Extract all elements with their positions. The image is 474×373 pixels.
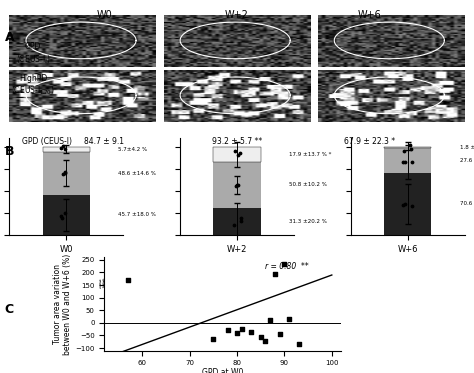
Point	[59, 171, 66, 177]
Text: HighPD
(CEUS-I$_{170}$): HighPD (CEUS-I$_{170}$)	[11, 74, 55, 97]
Point	[281, 261, 288, 267]
Text: C: C	[5, 303, 14, 316]
Text: GPD
(CEUS-I$_t$): GPD (CEUS-I$_t$)	[16, 43, 51, 66]
Point	[276, 331, 283, 337]
Point	[57, 145, 65, 151]
Text: W+2: W+2	[225, 10, 249, 20]
Text: 70.6 ±22.9 % *: 70.6 ±22.9 % *	[460, 201, 474, 207]
Bar	[384, 173, 431, 235]
Text: 50.8 ±10.2 %: 50.8 ±10.2 %	[289, 182, 327, 188]
Text: 45.7 ±18.0 %: 45.7 ±18.0 %	[118, 213, 156, 217]
Point	[407, 147, 415, 153]
Point	[224, 327, 231, 333]
Point	[262, 338, 269, 344]
Bar	[43, 195, 90, 235]
Text: 5.7±4.2 %: 5.7±4.2 %	[118, 147, 147, 152]
Point	[237, 218, 245, 224]
Point	[124, 277, 132, 283]
Point	[210, 336, 217, 342]
Text: //: //	[98, 278, 106, 289]
Point	[247, 329, 255, 335]
Text: r = 0.80  **: r = 0.80 **	[265, 262, 309, 271]
Text: 27.6 ±21.0 % *: 27.6 ±21.0 % *	[460, 158, 474, 163]
Text: 31.3 ±20.2 %: 31.3 ±20.2 %	[289, 219, 327, 224]
Point	[400, 159, 407, 165]
Point	[257, 334, 264, 340]
Point	[285, 316, 293, 322]
Bar	[384, 148, 431, 173]
Point	[235, 152, 242, 158]
Text: W0: W0	[96, 10, 112, 20]
Text: 48.6 ±14.6 %: 48.6 ±14.6 %	[118, 171, 156, 176]
Point	[234, 182, 241, 188]
Point	[57, 213, 64, 219]
Bar	[213, 163, 261, 207]
Point	[408, 203, 415, 209]
Point	[233, 330, 241, 336]
Point	[401, 159, 409, 165]
Point	[59, 144, 67, 150]
Bar	[213, 147, 261, 163]
Bar	[213, 207, 261, 235]
Point	[231, 148, 238, 154]
X-axis label: GPD at W0
(CEUS-I): GPD at W0 (CEUS-I)	[202, 368, 244, 373]
Text: 17.9 ±13.7 % *: 17.9 ±13.7 % *	[289, 152, 331, 157]
Text: B: B	[5, 145, 14, 157]
Point	[409, 159, 416, 165]
Point	[236, 150, 244, 156]
Text: 84.7 ± 9.1: 84.7 ± 9.1	[84, 137, 124, 146]
Point	[232, 183, 240, 189]
Point	[62, 210, 69, 216]
Bar	[384, 147, 431, 148]
Point	[238, 326, 246, 332]
Text: A: A	[5, 31, 14, 44]
Text: 93.2 ± 5.7 **: 93.2 ± 5.7 **	[212, 137, 262, 146]
Point	[62, 169, 69, 175]
Point	[59, 215, 66, 221]
Point	[234, 182, 241, 188]
Point	[400, 148, 408, 154]
Point	[62, 146, 69, 152]
Point	[406, 142, 414, 148]
Text: GPD (CEUS-I): GPD (CEUS-I)	[22, 137, 73, 146]
Bar	[43, 152, 90, 195]
Point	[266, 317, 274, 323]
Bar	[43, 147, 90, 152]
Y-axis label: Tumor area variation
between W0 and W+6 (%): Tumor area variation between W0 and W+6 …	[53, 253, 73, 355]
Point	[401, 201, 409, 207]
Point	[399, 202, 406, 208]
Point	[230, 222, 238, 228]
Text: 67.9 ± 22.3 *: 67.9 ± 22.3 *	[344, 137, 395, 146]
Text: W+6: W+6	[358, 10, 382, 20]
Point	[295, 341, 302, 347]
Text: 1.8 ±2.6 % *: 1.8 ±2.6 % *	[460, 145, 474, 150]
Point	[237, 215, 245, 221]
Point	[271, 271, 279, 277]
Point	[62, 170, 69, 176]
